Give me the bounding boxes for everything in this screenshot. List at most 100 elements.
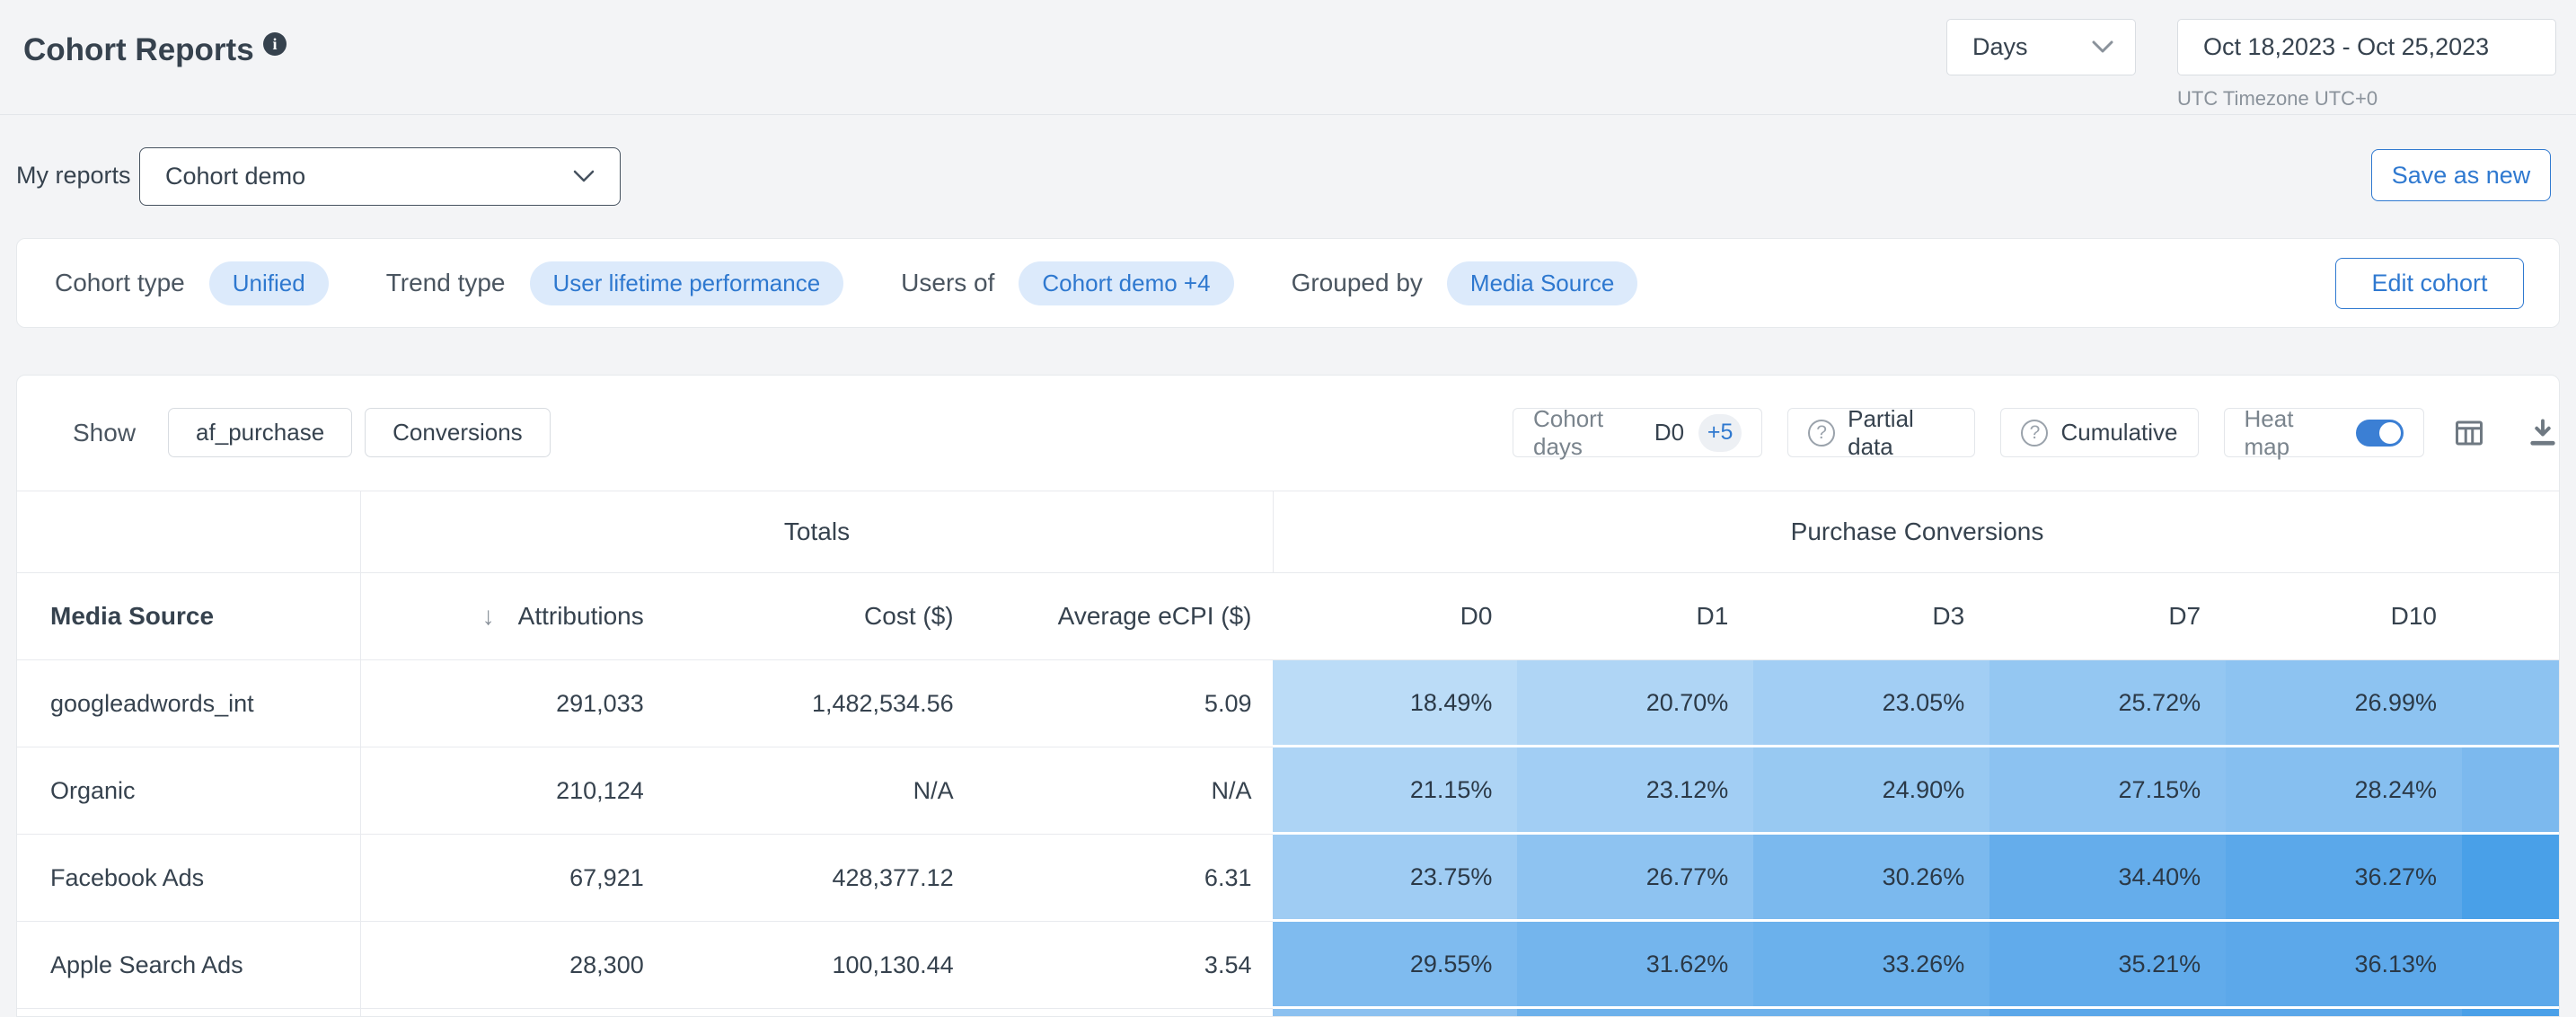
column-header-d7[interactable]: D7 (1989, 573, 2227, 660)
columns-icon[interactable] (2453, 417, 2485, 449)
heat-cell: 27.15% (1989, 747, 2227, 835)
heatmap-control: Heat map (2223, 405, 2424, 460)
attributions-cell: 67,921 (360, 835, 666, 922)
filter-label: Cohort type (55, 269, 185, 296)
partial-data-toggle[interactable]: ? Partial data (1787, 405, 1976, 460)
table-row: Organic 210,124 N/A N/A 21.15% 23.12% 24.90% 27… (17, 747, 2559, 835)
empty-cell (17, 1009, 361, 1016)
group-header-totals: Totals (361, 491, 1274, 573)
heat-cell: 31.62% (1517, 922, 1754, 1009)
column-header-d3[interactable]: D3 (1753, 573, 1990, 660)
chevron-down-icon (2092, 40, 2113, 54)
report-select[interactable]: Cohort demo (139, 147, 621, 206)
column-header-cost[interactable]: Cost ($) (665, 573, 975, 660)
cost-cell: 428,377.12 (665, 835, 975, 922)
report-select-value: Cohort demo (165, 163, 306, 190)
timezone-note: UTC Timezone UTC+0 (2177, 87, 2378, 110)
question-icon: ? (1808, 419, 1836, 447)
column-header-media-source: Media Source (17, 573, 361, 660)
sort-desc-icon[interactable]: ↓ (481, 602, 495, 630)
heat-cell (1517, 1009, 1754, 1016)
heat-cell: 26.77% (1517, 835, 1754, 922)
top-bar: Cohort Reports i Days Oct 18,2023 - Oct … (0, 0, 2576, 115)
filter-trend-type: Trend type User lifetime performance (385, 261, 844, 305)
empty-cell (361, 1009, 666, 1016)
cohort-days-selector[interactable]: Cohort days D0 +5 (1513, 405, 1763, 460)
info-icon[interactable]: i (263, 32, 287, 56)
filter-cohort-type: Cohort type Unified (55, 261, 329, 305)
cost-cell: N/A (665, 747, 975, 835)
ecpi-cell: 5.09 (975, 660, 1274, 747)
heat-cell: 33.26% (1753, 922, 1990, 1009)
ecpi-cell: N/A (975, 747, 1274, 835)
attributions-cell: 291,033 (360, 660, 666, 747)
grouped-by-pill[interactable]: Media Source (1446, 261, 1638, 305)
heat-cell: 20.70% (1517, 660, 1754, 747)
heat-cell (2462, 1009, 2559, 1016)
heat-cell: 35.21% (1989, 922, 2227, 1009)
filter-label: Trend type (385, 269, 506, 296)
chevron-down-icon (573, 170, 595, 183)
cohort-type-pill[interactable]: Unified (208, 261, 329, 305)
heat-cell (1989, 1009, 2227, 1016)
media-source-cell: Organic (17, 747, 361, 835)
heat-cell: 36.27% (2226, 835, 2463, 922)
column-header-ecpi[interactable]: Average eCPI ($) (975, 573, 1274, 660)
heat-cell-partial (2462, 922, 2559, 1009)
cohort-days-badge: +5 (1698, 413, 1742, 452)
heat-cell: 34.40% (1989, 835, 2227, 922)
show-controls: Show af_purchase Conversions (73, 408, 563, 457)
heat-cell-partial (2462, 747, 2559, 835)
heat-cell: 29.55% (1273, 922, 1518, 1009)
edit-cohort-button[interactable]: Edit cohort (2335, 258, 2524, 309)
cohort-days-value: D0 (1654, 419, 1685, 446)
show-label: Show (73, 418, 137, 447)
column-header-d1[interactable]: D1 (1517, 573, 1754, 660)
report-card: Show af_purchase Conversions Cohort days… (16, 375, 2560, 1017)
filter-card: Cohort type Unified Trend type User life… (16, 238, 2560, 328)
table-controls: Cohort days D0 +5 ? Partial data ? Cumul… (1513, 405, 2559, 460)
granularity-select[interactable]: Days (1946, 19, 2136, 75)
heat-cell: 28.24% (2226, 747, 2463, 835)
trend-type-pill[interactable]: User lifetime performance (529, 261, 844, 305)
column-header-attributions[interactable]: ↓ Attributions (360, 573, 666, 660)
heat-cell-partial (2462, 835, 2559, 922)
heatmap-toggle[interactable] (2355, 419, 2404, 447)
media-source-cell: Facebook Ads (17, 835, 361, 922)
cost-cell: 100,130.44 (665, 922, 975, 1009)
ecpi-cell: 6.31 (975, 835, 1274, 922)
event-filter-button[interactable]: af_purchase (168, 408, 353, 457)
ecpi-cell: 3.54 (975, 922, 1274, 1009)
partial-data-label: Partial data (1848, 404, 1914, 460)
save-as-new-button[interactable]: Save as new (2371, 149, 2551, 201)
granularity-value: Days (1972, 33, 2028, 60)
attributions-cell: 28,300 (360, 922, 666, 1009)
users-of-pill[interactable]: Cohort demo +4 (1019, 261, 1234, 305)
download-icon[interactable] (2527, 417, 2559, 449)
heatmap-label: Heat map (2244, 404, 2294, 460)
cumulative-toggle[interactable]: ? Cumulative (2000, 408, 2199, 457)
metric-filter-button[interactable]: Conversions (365, 408, 551, 457)
date-range-value: Oct 18,2023 - Oct 25,2023 (2203, 33, 2490, 60)
heat-cell: 23.75% (1273, 835, 1518, 922)
question-icon: ? (2021, 419, 2049, 447)
group-header-purchase-conversions: Purchase Conversions (1274, 491, 2559, 573)
cohort-days-label: Cohort days (1533, 404, 1604, 460)
date-range-input[interactable]: Oct 18,2023 - Oct 25,2023 (2177, 19, 2556, 75)
filter-label: Users of (901, 269, 995, 296)
heat-cell-partial (2462, 660, 2559, 747)
empty-cell (975, 1009, 1274, 1016)
cost-cell: 1,482,534.56 (665, 660, 975, 747)
heat-cell (1273, 1009, 1518, 1016)
filter-grouped-by: Grouped by Media Source (1292, 261, 1638, 305)
column-header-d0[interactable]: D0 (1273, 573, 1518, 660)
heat-cell: 36.13% (2226, 922, 2463, 1009)
column-header-d10[interactable]: D10 (2226, 573, 2463, 660)
filter-users-of: Users of Cohort demo +4 (901, 261, 1234, 305)
heat-cell (1753, 1009, 1990, 1016)
filter-label: Grouped by (1291, 269, 1423, 296)
column-header-row: Media Source ↓ Attributions Cost ($) Ave… (17, 573, 2559, 660)
media-source-cell: googleadwords_int (17, 660, 361, 747)
heat-cell: 23.12% (1517, 747, 1754, 835)
